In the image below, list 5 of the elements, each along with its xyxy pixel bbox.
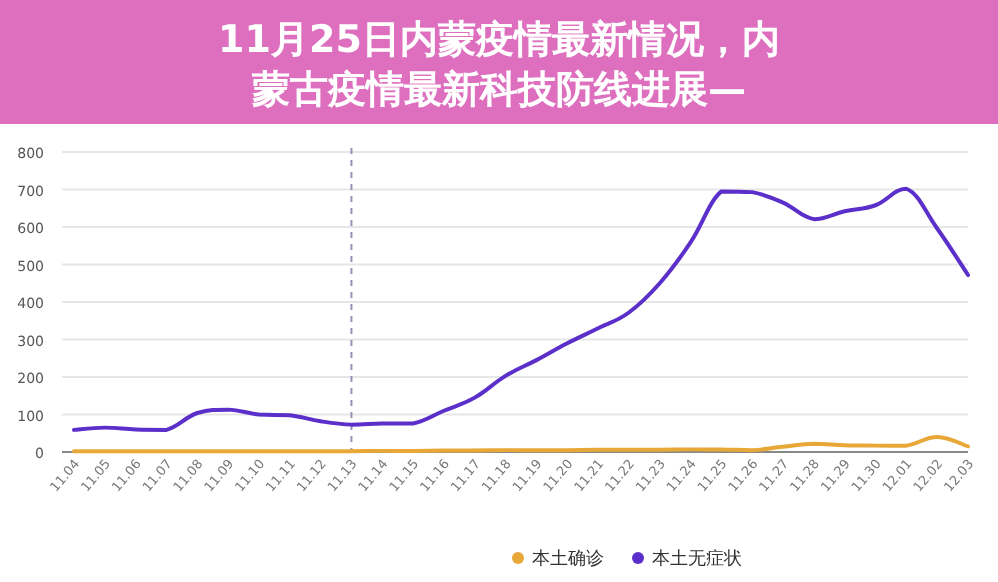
chart-title: 11月25日内蒙疫情最新情况，内蒙古疫情最新科技防线进展— <box>218 18 780 112</box>
legend-label: 本土无症状 <box>652 548 742 570</box>
legend-label: 本土确诊 <box>532 548 604 570</box>
line-series <box>72 186 970 432</box>
line-series <box>72 435 970 454</box>
